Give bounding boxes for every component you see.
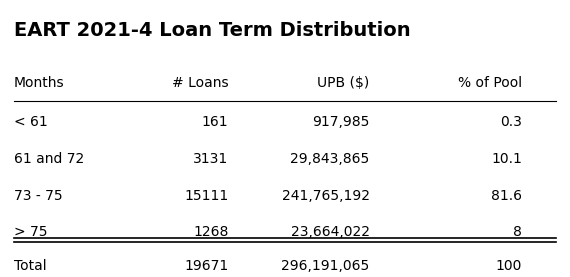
Text: 241,765,192: 241,765,192 <box>282 189 370 202</box>
Text: 1268: 1268 <box>193 225 229 239</box>
Text: 8: 8 <box>513 225 522 239</box>
Text: 29,843,865: 29,843,865 <box>291 152 370 166</box>
Text: # Loans: # Loans <box>172 76 229 90</box>
Text: 15111: 15111 <box>184 189 229 202</box>
Text: 917,985: 917,985 <box>312 115 370 129</box>
Text: % of Pool: % of Pool <box>458 76 522 90</box>
Text: UPB ($): UPB ($) <box>317 76 370 90</box>
Text: 10.1: 10.1 <box>491 152 522 166</box>
Text: 73 - 75: 73 - 75 <box>14 189 63 202</box>
Text: EART 2021-4 Loan Term Distribution: EART 2021-4 Loan Term Distribution <box>14 21 411 40</box>
Text: 61 and 72: 61 and 72 <box>14 152 84 166</box>
Text: Total: Total <box>14 259 47 273</box>
Text: < 61: < 61 <box>14 115 48 129</box>
Text: 296,191,065: 296,191,065 <box>282 259 370 273</box>
Text: 19671: 19671 <box>184 259 229 273</box>
Text: 161: 161 <box>202 115 229 129</box>
Text: 81.6: 81.6 <box>491 189 522 202</box>
Text: 100: 100 <box>496 259 522 273</box>
Text: 0.3: 0.3 <box>500 115 522 129</box>
Text: Months: Months <box>14 76 64 90</box>
Text: > 75: > 75 <box>14 225 47 239</box>
Text: 3131: 3131 <box>193 152 229 166</box>
Text: 23,664,022: 23,664,022 <box>291 225 370 239</box>
